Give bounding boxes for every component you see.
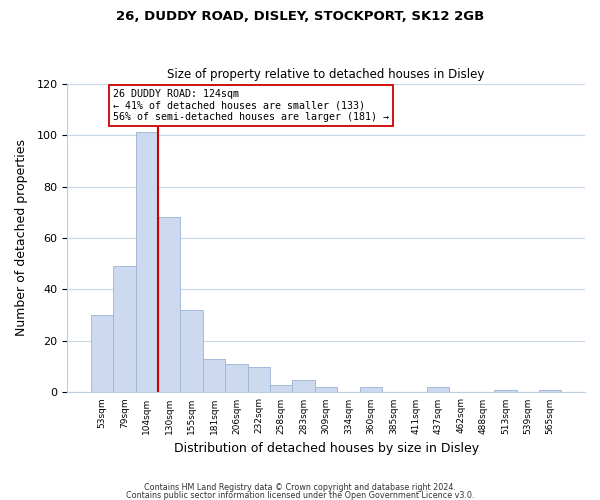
Bar (113, 266, 136, 392)
Y-axis label: Number of detached properties: Number of detached properties (15, 140, 28, 336)
Bar (292, 380, 315, 392)
Bar (225, 364, 248, 392)
Bar (181, 310, 203, 392)
Bar (158, 218, 181, 392)
Bar (91, 315, 113, 392)
Bar (427, 388, 449, 392)
Text: 26 DUDDY ROAD: 124sqm
← 41% of detached houses are smaller (133)
56% of semi-det: 26 DUDDY ROAD: 124sqm ← 41% of detached … (113, 88, 389, 122)
Bar (270, 384, 292, 392)
Text: 26, DUDDY ROAD, DISLEY, STOCKPORT, SK12 2GB: 26, DUDDY ROAD, DISLEY, STOCKPORT, SK12 … (116, 10, 484, 23)
Bar (136, 132, 158, 392)
Bar (248, 366, 270, 392)
Text: Contains HM Land Registry data © Crown copyright and database right 2024.: Contains HM Land Registry data © Crown c… (144, 484, 456, 492)
Bar (203, 359, 225, 392)
X-axis label: Distribution of detached houses by size in Disley: Distribution of detached houses by size … (173, 442, 479, 455)
Title: Size of property relative to detached houses in Disley: Size of property relative to detached ho… (167, 68, 485, 81)
Bar (315, 388, 337, 392)
Bar (539, 390, 562, 392)
Bar (360, 388, 382, 392)
Bar (494, 390, 517, 392)
Text: Contains public sector information licensed under the Open Government Licence v3: Contains public sector information licen… (126, 490, 474, 500)
